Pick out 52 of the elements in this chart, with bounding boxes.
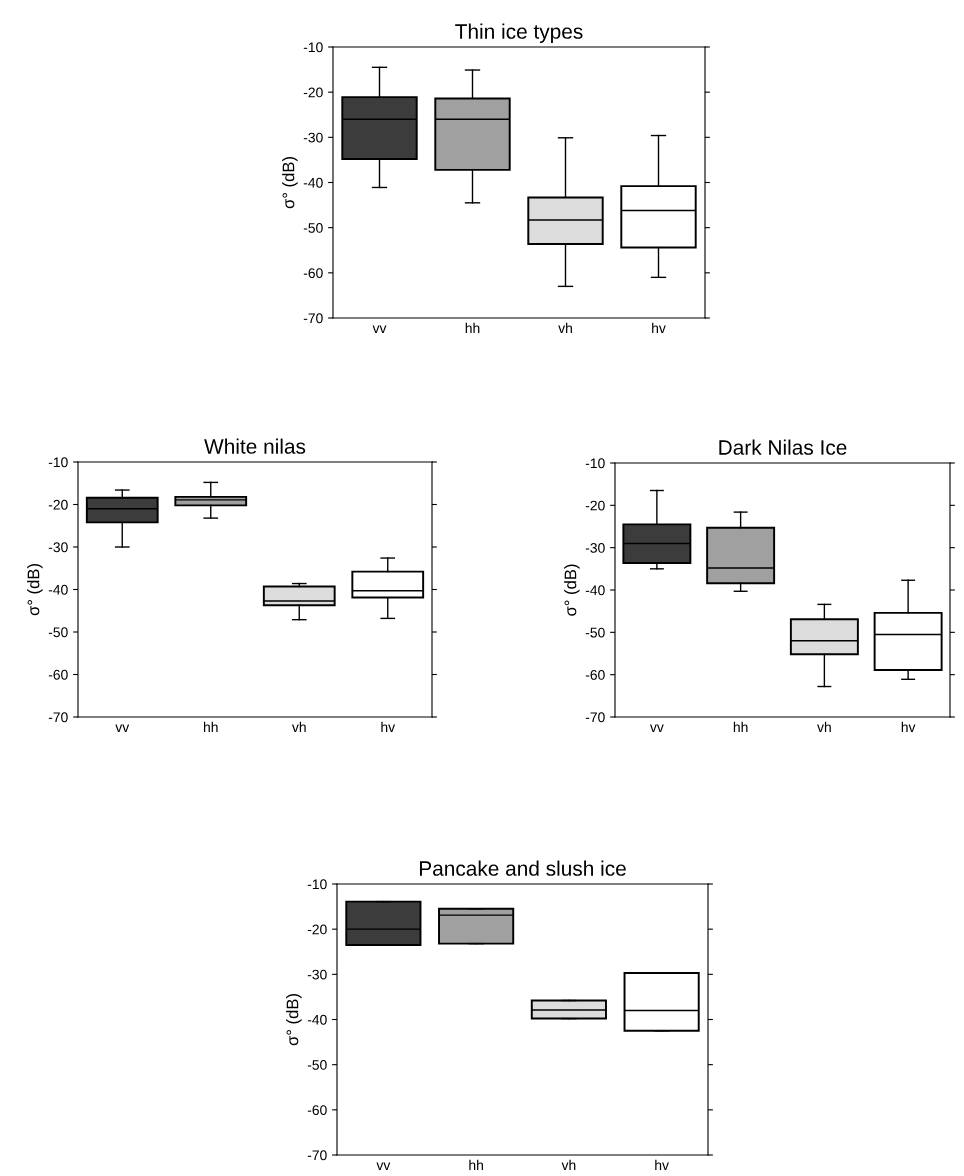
y-axis-title: σ° (dB) — [286, 994, 302, 1046]
x-tick-label: vv — [376, 1162, 391, 1170]
x-tick-label: vh — [817, 721, 831, 732]
x-tick-label: hh — [203, 721, 218, 732]
y-tick-label: -20 — [48, 499, 68, 510]
y-tick-label: -70 — [585, 712, 605, 723]
x-tick-label: hv — [655, 1159, 669, 1170]
x-tick-label: hv — [901, 721, 916, 732]
x-tick-label: vv — [115, 724, 130, 732]
y-tick-label: -60 — [307, 1105, 327, 1115]
x-tick-label: hv — [652, 322, 666, 333]
y-tick-label: -50 — [48, 627, 68, 638]
y-tick-label: -20 — [585, 500, 605, 511]
x-tick-label: vh — [291, 721, 306, 732]
y-tick-label: -10 — [307, 879, 327, 890]
y-tick-label: -10 — [48, 457, 68, 468]
y-axis-title: σ° (dB) — [564, 564, 580, 616]
x-tick-label: vv — [649, 724, 664, 732]
y-axis-title: σ° (dB) — [27, 564, 43, 616]
y-tick-label: -30 — [585, 543, 605, 553]
chart-title: Pancake and slush ice — [419, 860, 626, 876]
y-tick-label: -70 — [48, 712, 68, 723]
y-tick-label: -20 — [303, 87, 323, 98]
y-tick-label: -10 — [303, 42, 323, 53]
x-tick-label: hv — [381, 721, 396, 732]
y-tick-label: -40 — [585, 585, 605, 596]
y-tick-label: -40 — [48, 584, 68, 595]
x-tick-label: vh — [558, 322, 572, 333]
y-tick-label: -60 — [585, 670, 605, 680]
chart-title: Dark Nilas Ice — [719, 439, 847, 455]
chart-title: White nilas — [204, 438, 306, 454]
y-tick-label: -20 — [307, 924, 327, 935]
y-tick-label: -40 — [303, 177, 323, 188]
y-tick-label: -40 — [307, 1014, 327, 1025]
y-tick-label: -30 — [303, 132, 323, 143]
y-tick-label: -50 — [585, 627, 605, 638]
y-tick-label: -30 — [307, 969, 327, 980]
y-tick-label: -50 — [307, 1060, 327, 1070]
x-tick-label: vh — [561, 1159, 576, 1170]
chart-title: Thin ice types — [455, 23, 583, 43]
x-tick-label: hh — [465, 322, 480, 333]
y-tick-label: -10 — [585, 458, 605, 469]
y-tick-label: -30 — [48, 542, 68, 553]
y-tick-label: -50 — [303, 223, 323, 233]
y-axis-title: σ° (dB) — [282, 157, 298, 209]
y-tick-label: -70 — [307, 1150, 327, 1161]
x-tick-label: hh — [733, 721, 748, 732]
y-tick-label: -60 — [303, 268, 323, 278]
x-tick-label: vv — [372, 325, 387, 333]
y-tick-label: -70 — [303, 313, 323, 324]
x-tick-label: hh — [469, 1159, 483, 1170]
y-tick-label: -60 — [48, 669, 68, 680]
